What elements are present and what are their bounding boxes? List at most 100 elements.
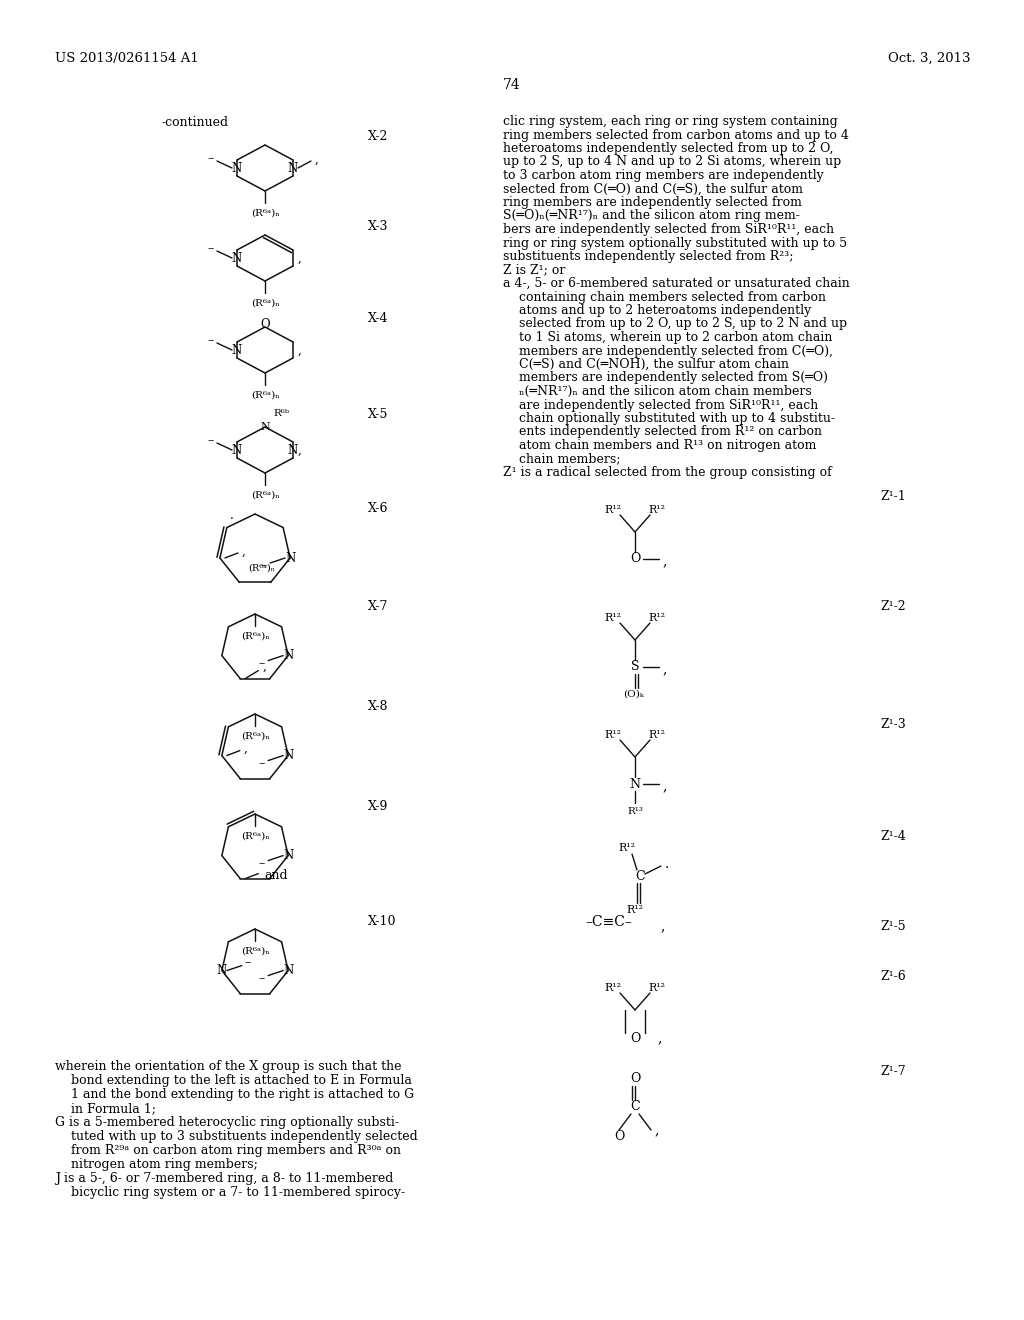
Text: and: and — [264, 869, 288, 882]
Text: N: N — [231, 343, 242, 356]
Text: -continued: -continued — [162, 116, 228, 129]
Text: ring or ring system optionally substituted with up to 5: ring or ring system optionally substitut… — [503, 236, 847, 249]
Text: N: N — [288, 161, 298, 174]
Text: selected from up to 2 O, up to 2 S, up to 2 N and up: selected from up to 2 O, up to 2 S, up t… — [503, 318, 847, 330]
Text: in Formula 1;: in Formula 1; — [55, 1102, 156, 1115]
Text: (R⁶ᵃ)ₙ: (R⁶ᵃ)ₙ — [241, 832, 269, 841]
Text: (R⁶ᵃ)ₙ: (R⁶ᵃ)ₙ — [251, 491, 280, 499]
Text: .: . — [665, 857, 669, 871]
Text: substituents independently selected from R²³;: substituents independently selected from… — [503, 249, 794, 263]
Text: ring members selected from carbon atoms and up to 4: ring members selected from carbon atoms … — [503, 128, 849, 141]
Text: N: N — [231, 161, 242, 174]
Text: (R⁶ᵃ)ₙ: (R⁶ᵃ)ₙ — [251, 298, 280, 308]
Text: N: N — [283, 849, 293, 862]
Text: (R⁶ᵃ)ₙ: (R⁶ᵃ)ₙ — [241, 631, 269, 640]
Text: Z¹-7: Z¹-7 — [880, 1065, 905, 1078]
Text: N: N — [630, 777, 640, 791]
Text: nitrogen atom ring members;: nitrogen atom ring members; — [55, 1158, 258, 1171]
Text: R¹²: R¹² — [604, 730, 622, 741]
Text: –: – — [258, 857, 264, 870]
Text: R¹²: R¹² — [648, 506, 666, 515]
Text: ,: , — [262, 660, 266, 673]
Text: C(═S) and C(═NOH), the sulfur atom chain: C(═S) and C(═NOH), the sulfur atom chain — [503, 358, 790, 371]
Text: X-6: X-6 — [368, 502, 388, 515]
Text: Oct. 3, 2013: Oct. 3, 2013 — [888, 51, 970, 65]
Text: tuted with up to 3 substituents independently selected: tuted with up to 3 substituents independ… — [55, 1130, 418, 1143]
Text: R⁶ᵇ: R⁶ᵇ — [273, 408, 289, 417]
Text: C: C — [630, 1101, 640, 1114]
Text: R¹²: R¹² — [618, 843, 636, 853]
Text: –: – — [258, 758, 264, 770]
Text: O: O — [630, 1031, 640, 1044]
Text: X-3: X-3 — [368, 220, 388, 234]
Text: X-5: X-5 — [368, 408, 388, 421]
Text: (R⁶ᵃ)ₙ: (R⁶ᵃ)ₙ — [248, 564, 274, 573]
Text: chain optionally substituted with up to 4 substitu-: chain optionally substituted with up to … — [503, 412, 835, 425]
Text: N: N — [283, 748, 293, 762]
Text: chain members;: chain members; — [503, 453, 621, 466]
Text: ring members are independently selected from: ring members are independently selected … — [503, 195, 802, 209]
Text: atom chain members and R¹³ on nitrogen atom: atom chain members and R¹³ on nitrogen a… — [503, 440, 816, 451]
Text: N: N — [217, 964, 227, 977]
Text: R¹²: R¹² — [604, 983, 622, 993]
Text: ,: , — [298, 343, 302, 356]
Text: 1 and the bond extending to the right is attached to G: 1 and the bond extending to the right is… — [55, 1088, 414, 1101]
Text: ,: , — [315, 153, 318, 165]
Text: US 2013/0261154 A1: US 2013/0261154 A1 — [55, 51, 199, 65]
Text: –: – — [258, 657, 264, 671]
Text: are independently selected from SiR¹⁰R¹¹, each: are independently selected from SiR¹⁰R¹¹… — [503, 399, 818, 412]
Text: members are independently selected from C(═O),: members are independently selected from … — [503, 345, 833, 358]
Text: –: – — [208, 434, 214, 447]
Text: S(═O)ₙ(═NR¹⁷)ₙ and the silicon atom ring mem-: S(═O)ₙ(═NR¹⁷)ₙ and the silicon atom ring… — [503, 210, 800, 223]
Text: R¹²: R¹² — [648, 730, 666, 741]
Text: Z¹-4: Z¹-4 — [880, 830, 906, 843]
Text: Z¹ is a radical selected from the group consisting of: Z¹ is a radical selected from the group … — [503, 466, 831, 479]
Text: (R⁶ᵃ)ₙ: (R⁶ᵃ)ₙ — [241, 946, 269, 956]
Text: wherein the orientation of the X group is such that the: wherein the orientation of the X group i… — [55, 1060, 401, 1073]
Text: O: O — [260, 318, 269, 331]
Text: N: N — [288, 444, 298, 457]
Text: G is a 5-membered heterocyclic ring optionally substi-: G is a 5-membered heterocyclic ring opti… — [55, 1115, 399, 1129]
Text: (O)ₖ: (O)ₖ — [623, 689, 643, 698]
Text: (R⁶ᵃ)ₙ: (R⁶ᵃ)ₙ — [251, 391, 280, 400]
Text: X-10: X-10 — [368, 915, 396, 928]
Text: (R⁶ᵃ)ₙ: (R⁶ᵃ)ₙ — [251, 209, 280, 218]
Text: containing chain members selected from carbon: containing chain members selected from c… — [503, 290, 826, 304]
Text: X-7: X-7 — [368, 601, 388, 612]
Text: atoms and up to 2 heteroatoms independently: atoms and up to 2 heteroatoms independen… — [503, 304, 811, 317]
Text: bond extending to the left is attached to E in Formula: bond extending to the left is attached t… — [55, 1074, 412, 1086]
Text: N: N — [231, 252, 242, 264]
Text: –: – — [245, 956, 251, 969]
Text: clic ring system, each ring or ring system containing: clic ring system, each ring or ring syst… — [503, 115, 838, 128]
Text: –: – — [208, 334, 214, 347]
Text: R¹²: R¹² — [648, 612, 666, 623]
Text: ,: , — [663, 554, 668, 568]
Text: Z¹-3: Z¹-3 — [880, 718, 906, 731]
Text: N: N — [231, 444, 242, 457]
Text: O: O — [630, 553, 640, 565]
Text: R¹²: R¹² — [627, 906, 643, 915]
Text: Z¹-1: Z¹-1 — [880, 490, 906, 503]
Text: ,: , — [244, 742, 248, 755]
Text: –: – — [258, 972, 264, 985]
Text: bicyclic ring system or a 7- to 11-membered spirocy-: bicyclic ring system or a 7- to 11-membe… — [55, 1185, 406, 1199]
Text: X-4: X-4 — [368, 312, 388, 325]
Text: –C≡C–: –C≡C– — [585, 915, 632, 929]
Text: X-9: X-9 — [368, 800, 388, 813]
Text: ents independently selected from R¹² on carbon: ents independently selected from R¹² on … — [503, 425, 822, 438]
Text: –: – — [208, 243, 214, 256]
Text: .: . — [230, 510, 233, 521]
Text: R¹²: R¹² — [604, 612, 622, 623]
Text: ,: , — [298, 252, 302, 264]
Text: ,: , — [663, 779, 668, 793]
Text: (R⁶ᵃ)ₙ: (R⁶ᵃ)ₙ — [241, 731, 269, 741]
Text: X-2: X-2 — [368, 129, 388, 143]
Text: from R²⁹ᵃ on carbon atom ring members and R³⁰ᵃ on: from R²⁹ᵃ on carbon atom ring members an… — [55, 1144, 401, 1158]
Text: –: – — [208, 153, 214, 165]
Text: to 3 carbon atom ring members are independently: to 3 carbon atom ring members are indepe… — [503, 169, 823, 182]
Text: Z¹-6: Z¹-6 — [880, 970, 906, 983]
Text: to 1 Si atoms, wherein up to 2 carbon atom chain: to 1 Si atoms, wherein up to 2 carbon at… — [503, 331, 833, 345]
Text: ,: , — [654, 1123, 659, 1137]
Text: S: S — [631, 660, 639, 673]
Text: members are independently selected from S(═O): members are independently selected from … — [503, 371, 828, 384]
